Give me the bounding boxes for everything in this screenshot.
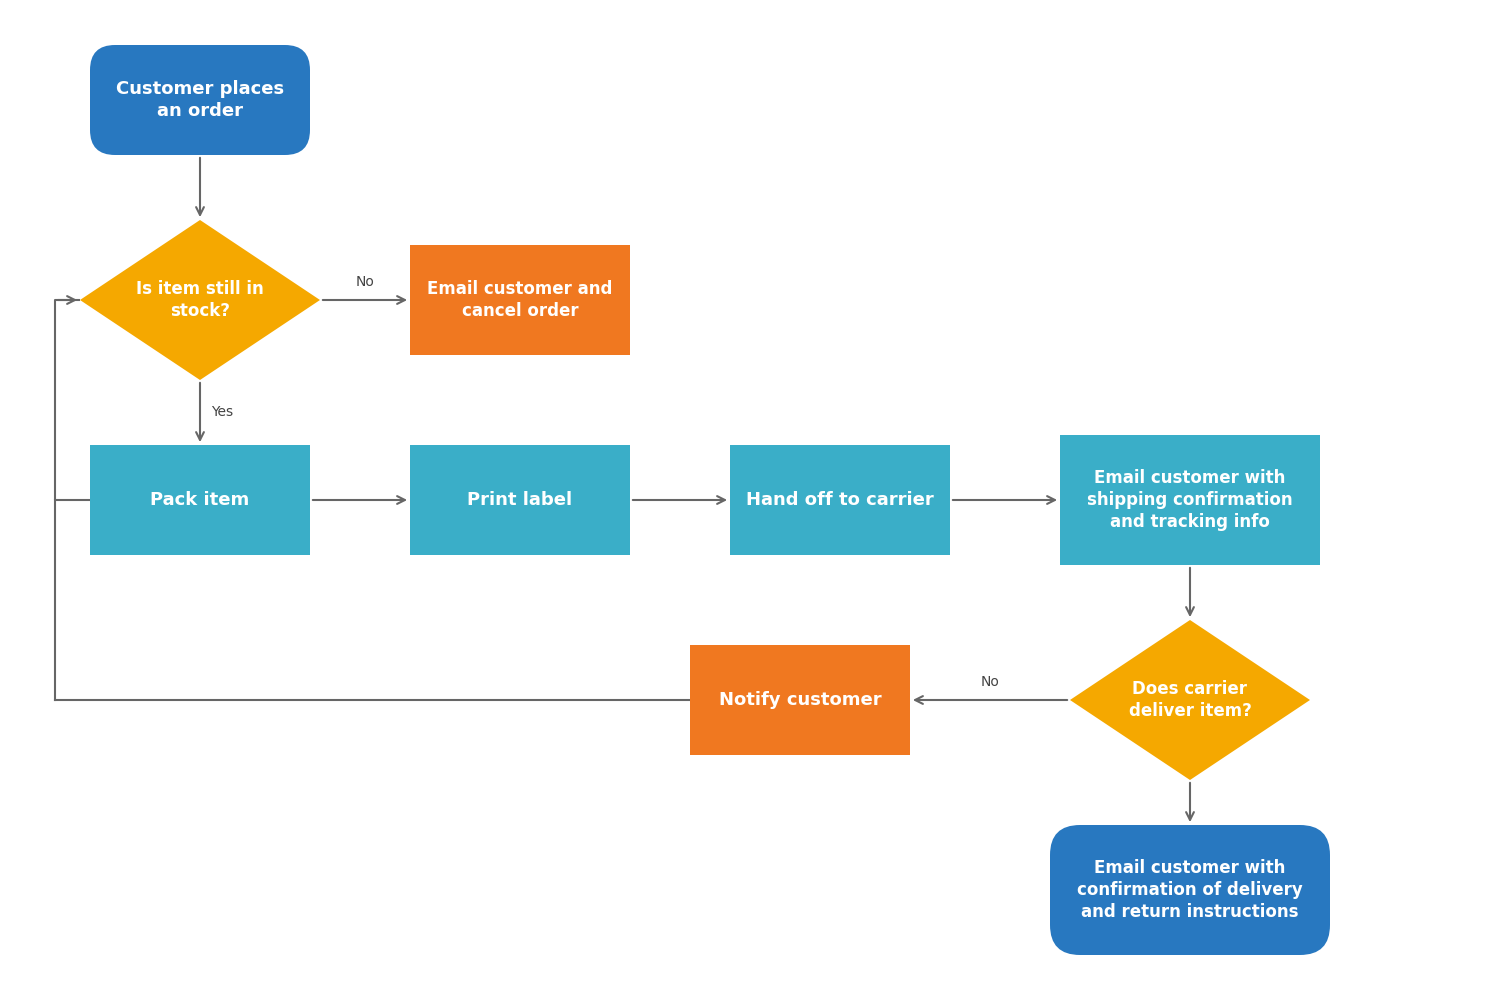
FancyBboxPatch shape <box>90 445 310 555</box>
Text: Print label: Print label <box>468 491 573 509</box>
FancyBboxPatch shape <box>690 645 910 755</box>
Text: Notify customer: Notify customer <box>718 691 882 709</box>
FancyBboxPatch shape <box>1060 435 1320 565</box>
Polygon shape <box>1070 620 1310 780</box>
FancyBboxPatch shape <box>90 45 310 155</box>
FancyBboxPatch shape <box>1050 825 1330 955</box>
FancyBboxPatch shape <box>730 445 950 555</box>
FancyBboxPatch shape <box>410 445 630 555</box>
Text: Email customer and
cancel order: Email customer and cancel order <box>427 280 612 320</box>
Text: Email customer with
confirmation of delivery
and return instructions: Email customer with confirmation of deli… <box>1077 859 1304 921</box>
Text: Hand off to carrier: Hand off to carrier <box>746 491 934 509</box>
Text: Customer places
an order: Customer places an order <box>116 80 284 120</box>
Polygon shape <box>80 220 320 380</box>
Text: Does carrier
deliver item?: Does carrier deliver item? <box>1128 680 1251 720</box>
Text: Email customer with
shipping confirmation
and tracking info: Email customer with shipping confirmatio… <box>1088 469 1293 531</box>
Text: No: No <box>356 275 375 289</box>
Text: No: No <box>981 675 999 689</box>
FancyBboxPatch shape <box>410 245 630 355</box>
Text: Is item still in
stock?: Is item still in stock? <box>136 280 264 320</box>
Text: Pack item: Pack item <box>150 491 249 509</box>
Text: Yes: Yes <box>211 406 232 420</box>
